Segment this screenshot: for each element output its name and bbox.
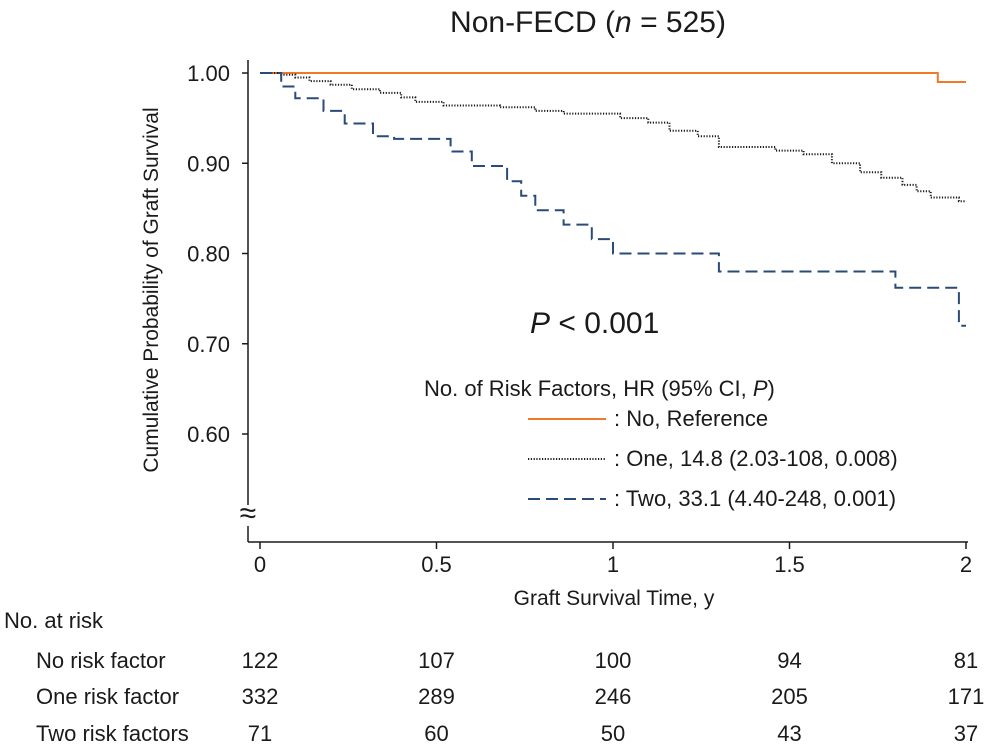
legend-item-label: : No, Reference	[614, 406, 768, 431]
risk-table-title: No. at risk	[4, 608, 104, 633]
axes	[247, 60, 968, 543]
risk-count: 94	[777, 648, 801, 673]
risk-count: 332	[242, 684, 279, 709]
risk-count: 37	[954, 721, 978, 746]
risk-count: 122	[242, 648, 279, 673]
risk-count: 205	[771, 684, 808, 709]
survival-curve-two-risk	[260, 72, 966, 327]
x-tick-label: 1	[607, 552, 619, 577]
risk-count: 81	[954, 648, 978, 673]
risk-count: 43	[777, 721, 801, 746]
x-tick-label: 0	[254, 552, 266, 577]
risk-count: 71	[248, 721, 272, 746]
risk-count: 246	[595, 684, 632, 709]
risk-count: 171	[948, 684, 985, 709]
x-tick-label: 2	[960, 552, 972, 577]
risk-row-label: Two risk factors	[36, 721, 189, 746]
y-tick-label: 1.00	[187, 61, 230, 86]
x-tick-label: 0.5	[421, 552, 452, 577]
y-axis-label: Cumulative Probability of Graft Survival	[140, 107, 163, 472]
risk-count: 50	[601, 721, 625, 746]
y-tick-label: 0.80	[187, 242, 230, 267]
y-tick-label: 0.70	[187, 332, 230, 357]
survival-curve-no-risk	[260, 72, 966, 83]
risk-count: 107	[418, 648, 455, 673]
survival-curve-one-risk	[260, 72, 966, 203]
survival-curves	[260, 72, 966, 327]
y-ticks: 1.00 0.90 0.80 0.70 0.60	[187, 61, 248, 447]
axis-break-symbol: ≈	[240, 497, 256, 530]
risk-row-label: One risk factor	[36, 684, 179, 709]
x-ticks: 0 0.5 1 1.5 2	[254, 542, 972, 577]
legend: No. of Risk Factors, HR (95% CI, P) : No…	[424, 376, 898, 511]
y-tick-label: 0.60	[187, 422, 230, 447]
y-tick-label: 0.90	[187, 151, 230, 176]
risk-row-label: No risk factor	[36, 648, 166, 673]
risk-count: 289	[418, 684, 455, 709]
risk-table: No risk factor 122 107 100 94 81 One risk fact…	[36, 648, 984, 746]
legend-title: No. of Risk Factors, HR (95% CI, P)	[424, 376, 775, 401]
x-tick-label: 1.5	[774, 552, 805, 577]
risk-count: 100	[595, 648, 632, 673]
chart-title: Non-FECD (n = 525)	[450, 6, 726, 39]
p-value-annotation: P < 0.001	[530, 307, 659, 340]
legend-item-label: : One, 14.8 (2.03-108, 0.008)	[614, 446, 898, 471]
legend-item-label: : Two, 33.1 (4.40-248, 0.001)	[614, 486, 896, 511]
risk-count: 60	[424, 721, 448, 746]
x-axis-label: Graft Survival Time, y	[514, 587, 715, 610]
